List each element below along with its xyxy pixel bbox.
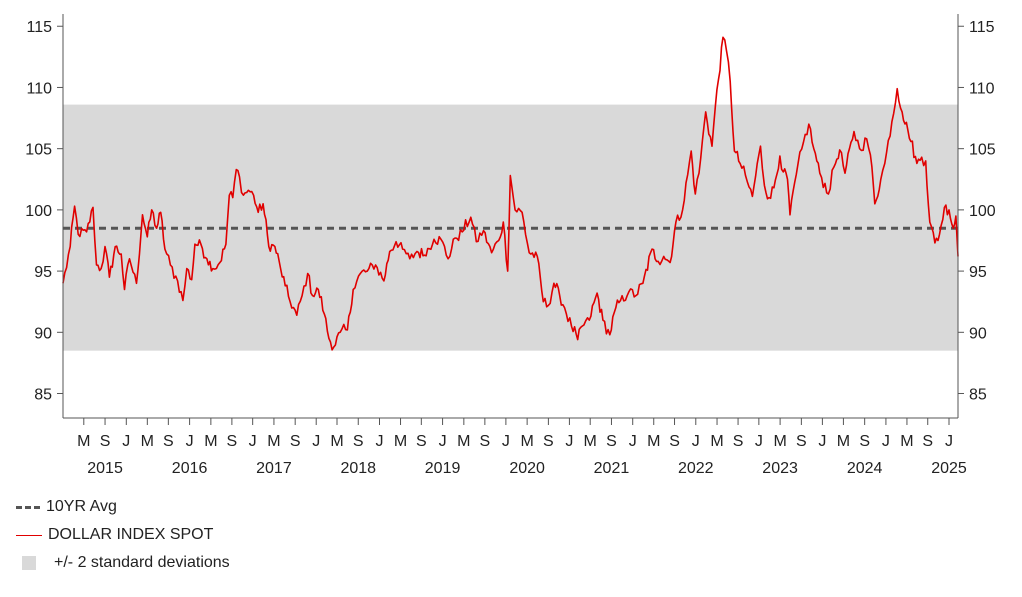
y-tick-label-left: 110 bbox=[26, 80, 52, 97]
left-y-axis: 85 90 95 100 105 110 115 bbox=[25, 19, 63, 404]
dollar-index-series-line bbox=[62, 36, 959, 351]
x-tick-label-year: 2025 bbox=[931, 460, 967, 477]
x-tick-label-month: S bbox=[922, 433, 933, 450]
x-tick-label-month: M bbox=[204, 433, 217, 450]
x-tick-label-month: M bbox=[520, 433, 533, 450]
x-tick-label-month: S bbox=[796, 433, 807, 450]
x-tick-label-month: S bbox=[480, 433, 491, 450]
y-tick-label-right: 105 bbox=[969, 142, 996, 159]
y-tick-label-left: 85 bbox=[34, 387, 52, 404]
x-tick-label-month: M bbox=[394, 433, 407, 450]
x-tick-label-month: S bbox=[353, 433, 364, 450]
x-tick-label-month: J bbox=[312, 433, 320, 450]
x-tick-label-year: 2017 bbox=[256, 460, 292, 477]
x-tick-label-month: J bbox=[186, 433, 194, 450]
y-tick-label-right: 115 bbox=[969, 19, 995, 36]
x-tick-label-month: J bbox=[249, 433, 257, 450]
x-tick-label-year: 2023 bbox=[762, 460, 798, 477]
y-tick-label-left: 105 bbox=[25, 142, 52, 159]
x-tick-label-month: J bbox=[755, 433, 763, 450]
legend: 10YR Avg DOLLAR INDEX SPOT +/- 2 standar… bbox=[16, 493, 230, 577]
x-tick-label-month: S bbox=[733, 433, 744, 450]
x-tick-label-month: J bbox=[439, 433, 447, 450]
x-tick-label-month: M bbox=[267, 433, 280, 450]
x-tick-label-month: S bbox=[163, 433, 174, 450]
legend-item-average: 10YR Avg bbox=[16, 493, 230, 521]
legend-swatch-dashed bbox=[16, 505, 40, 509]
y-tick-label-right: 100 bbox=[969, 203, 996, 220]
x-tick-label-month: M bbox=[330, 433, 343, 450]
legend-item-std-dev: +/- 2 standard deviations bbox=[16, 549, 230, 577]
x-tick-label-month: M bbox=[457, 433, 470, 450]
y-tick-label-left: 95 bbox=[34, 264, 52, 281]
right-y-axis: 85 90 95 100 105 110 115 bbox=[958, 19, 996, 404]
x-tick-label-month: M bbox=[141, 433, 154, 450]
x-tick-label-month: J bbox=[122, 433, 130, 450]
legend-swatch-line bbox=[16, 534, 42, 536]
legend-label-std-dev: +/- 2 standard deviations bbox=[54, 554, 230, 571]
x-tick-label-year: 2020 bbox=[509, 460, 545, 477]
x-tick-label-month: S bbox=[100, 433, 111, 450]
x-tick-label-year: 2019 bbox=[425, 460, 461, 477]
x-tick-label-month: M bbox=[77, 433, 90, 450]
y-tick-label-right: 85 bbox=[969, 387, 987, 404]
legend-label-average: 10YR Avg bbox=[46, 498, 117, 515]
y-tick-label-left: 100 bbox=[25, 203, 52, 220]
x-tick-label-month: M bbox=[584, 433, 597, 450]
x-tick-label-month: J bbox=[818, 433, 826, 450]
x-tick-label-month: J bbox=[565, 433, 573, 450]
x-tick-label-month: S bbox=[543, 433, 554, 450]
x-tick-label-month: S bbox=[416, 433, 427, 450]
x-tick-label-month: J bbox=[629, 433, 637, 450]
legend-label-dollar-index: DOLLAR INDEX SPOT bbox=[48, 526, 214, 543]
x-tick-label-month: J bbox=[945, 433, 953, 450]
x-tick-label-month: S bbox=[290, 433, 301, 450]
y-tick-label-right: 90 bbox=[969, 325, 987, 342]
legend-item-dollar-index: DOLLAR INDEX SPOT bbox=[16, 521, 230, 549]
x-tick-label-month: M bbox=[900, 433, 913, 450]
x-tick-label-year: 2016 bbox=[172, 460, 208, 477]
x-tick-label-month: S bbox=[227, 433, 238, 450]
legend-swatch-box bbox=[22, 556, 36, 570]
x-tick-label-month: M bbox=[837, 433, 850, 450]
x-tick-label-year: 2022 bbox=[678, 460, 714, 477]
x-tick-label-month: J bbox=[692, 433, 700, 450]
x-tick-label-month: J bbox=[502, 433, 510, 450]
y-tick-label-right: 95 bbox=[969, 264, 987, 281]
x-tick-label-year: 2021 bbox=[594, 460, 630, 477]
x-tick-label-month: M bbox=[710, 433, 723, 450]
x-tick-label-month: M bbox=[773, 433, 786, 450]
x-tick-label-year: 2015 bbox=[87, 460, 123, 477]
y-tick-label-left: 90 bbox=[34, 325, 52, 342]
x-tick-label-month: J bbox=[376, 433, 384, 450]
x-tick-label-month: S bbox=[606, 433, 617, 450]
x-tick-label-year: 2018 bbox=[340, 460, 376, 477]
x-tick-label-month: M bbox=[647, 433, 660, 450]
x-tick-label-month: S bbox=[859, 433, 870, 450]
x-tick-label-month: J bbox=[882, 433, 890, 450]
x-tick-label-year: 2024 bbox=[847, 460, 883, 477]
y-tick-label-right: 110 bbox=[969, 80, 995, 97]
y-tick-label-left: 115 bbox=[26, 19, 52, 36]
x-tick-label-month: S bbox=[669, 433, 680, 450]
